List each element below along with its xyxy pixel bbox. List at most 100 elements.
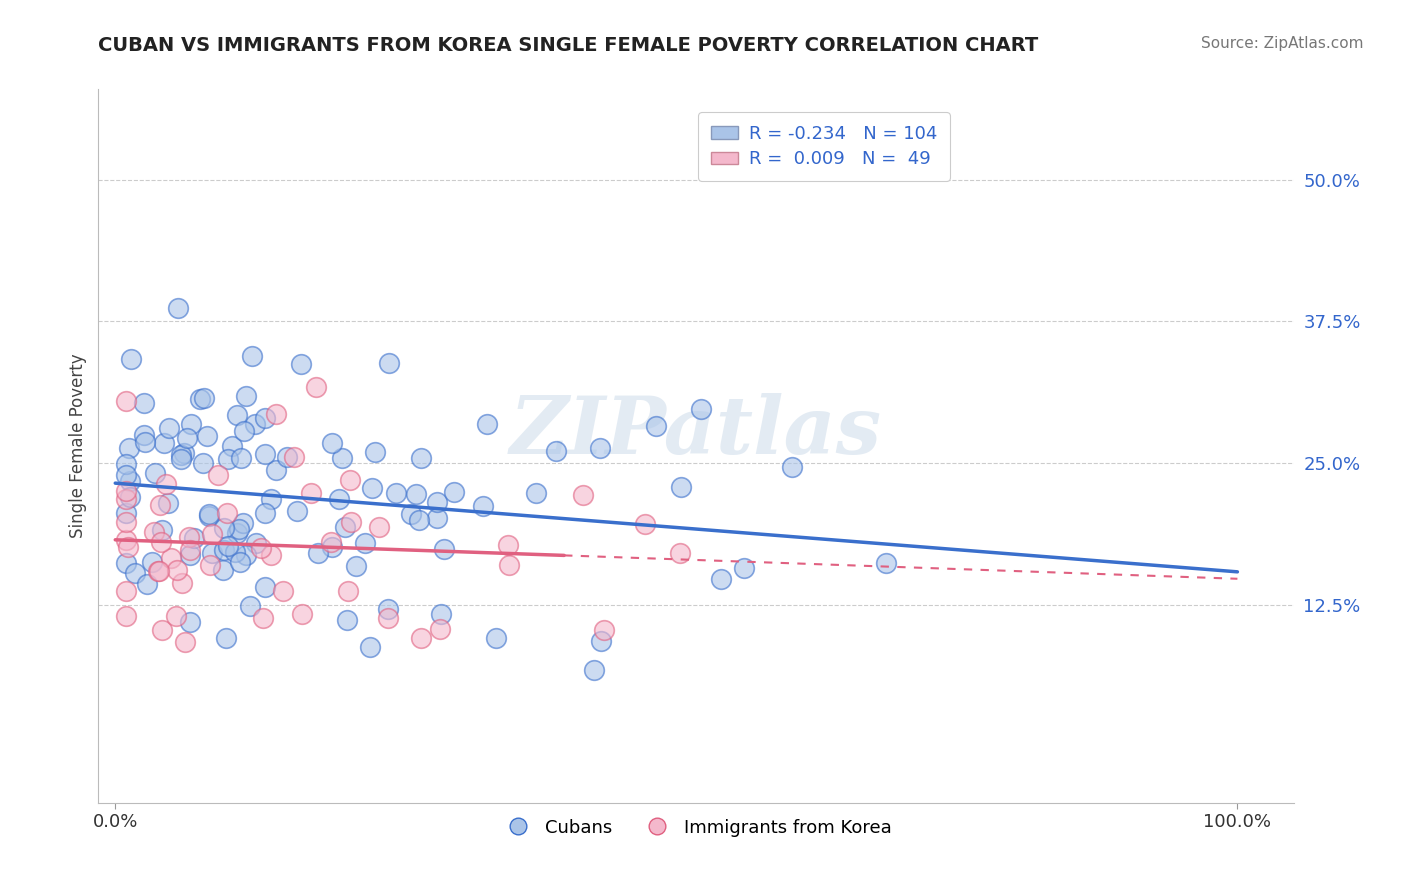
Point (308, 546, 330, 560)
Point (134, 434, 156, 449)
Point (546, 443, 568, 458)
Point (145, 466, 167, 480)
Point (253, 580, 276, 594)
Point (253, 447, 276, 461)
Point (333, 520, 356, 534)
Point (485, 631, 508, 645)
Point (166, 563, 188, 577)
Point (201, 546, 224, 560)
Point (589, 634, 612, 648)
Point (645, 419, 668, 434)
Point (433, 541, 456, 556)
Point (195, 429, 218, 443)
Point (260, 548, 283, 562)
Point (118, 441, 141, 455)
Point (710, 572, 733, 586)
Point (443, 485, 465, 500)
Point (405, 487, 427, 501)
Point (160, 551, 183, 566)
Point (165, 608, 187, 623)
Point (169, 452, 191, 467)
Point (359, 640, 381, 654)
Point (733, 560, 755, 574)
Point (115, 492, 138, 507)
Point (305, 380, 328, 394)
Point (321, 540, 343, 554)
Point (252, 611, 274, 625)
Y-axis label: Single Female Poverty: Single Female Poverty (69, 354, 87, 538)
Point (117, 540, 139, 554)
Point (285, 503, 308, 517)
Point (115, 609, 138, 624)
Point (875, 556, 897, 570)
Point (188, 392, 211, 406)
Point (124, 566, 146, 581)
Point (426, 495, 449, 509)
Point (167, 301, 190, 315)
Point (572, 488, 595, 502)
Point (198, 558, 221, 572)
Point (115, 533, 138, 548)
Point (524, 486, 547, 500)
Point (471, 500, 494, 514)
Point (290, 357, 312, 371)
Point (142, 524, 165, 539)
Point (152, 436, 174, 450)
Point (136, 577, 159, 591)
Point (239, 599, 262, 613)
Point (377, 602, 399, 616)
Point (228, 522, 250, 536)
Point (780, 460, 803, 475)
Point (408, 512, 430, 526)
Text: ZIPatlas: ZIPatlas (510, 393, 882, 470)
Point (232, 516, 254, 530)
Point (235, 548, 257, 562)
Point (221, 439, 243, 453)
Point (217, 507, 239, 521)
Point (377, 611, 399, 625)
Point (253, 411, 276, 425)
Point (378, 355, 401, 369)
Point (291, 607, 314, 621)
Point (690, 401, 713, 416)
Point (229, 555, 252, 569)
Point (115, 507, 138, 521)
Point (146, 564, 169, 578)
Point (426, 511, 449, 525)
Point (118, 490, 141, 504)
Point (180, 417, 202, 431)
Point (134, 427, 156, 442)
Point (354, 536, 377, 550)
Point (336, 613, 359, 627)
Point (409, 631, 432, 645)
Point (197, 507, 219, 521)
Point (148, 564, 170, 578)
Point (336, 583, 359, 598)
Point (212, 521, 235, 535)
Point (212, 563, 235, 577)
Point (367, 520, 389, 534)
Point (409, 450, 432, 465)
Point (361, 481, 384, 495)
Point (233, 424, 256, 438)
Point (245, 536, 267, 550)
Point (149, 498, 172, 512)
Point (155, 477, 177, 491)
Point (217, 539, 239, 553)
Point (115, 483, 138, 498)
Point (283, 450, 305, 465)
Point (240, 349, 263, 363)
Point (225, 525, 247, 540)
Point (115, 515, 138, 529)
Point (224, 545, 246, 559)
Point (364, 445, 387, 459)
Point (250, 541, 273, 555)
Point (179, 542, 201, 557)
Point (498, 558, 520, 572)
Text: Source: ZipAtlas.com: Source: ZipAtlas.com (1201, 36, 1364, 51)
Point (174, 635, 197, 649)
Legend: Cubans, Immigrants from Korea: Cubans, Immigrants from Korea (492, 812, 900, 844)
Point (207, 467, 229, 482)
Point (115, 394, 138, 409)
Point (215, 631, 238, 645)
